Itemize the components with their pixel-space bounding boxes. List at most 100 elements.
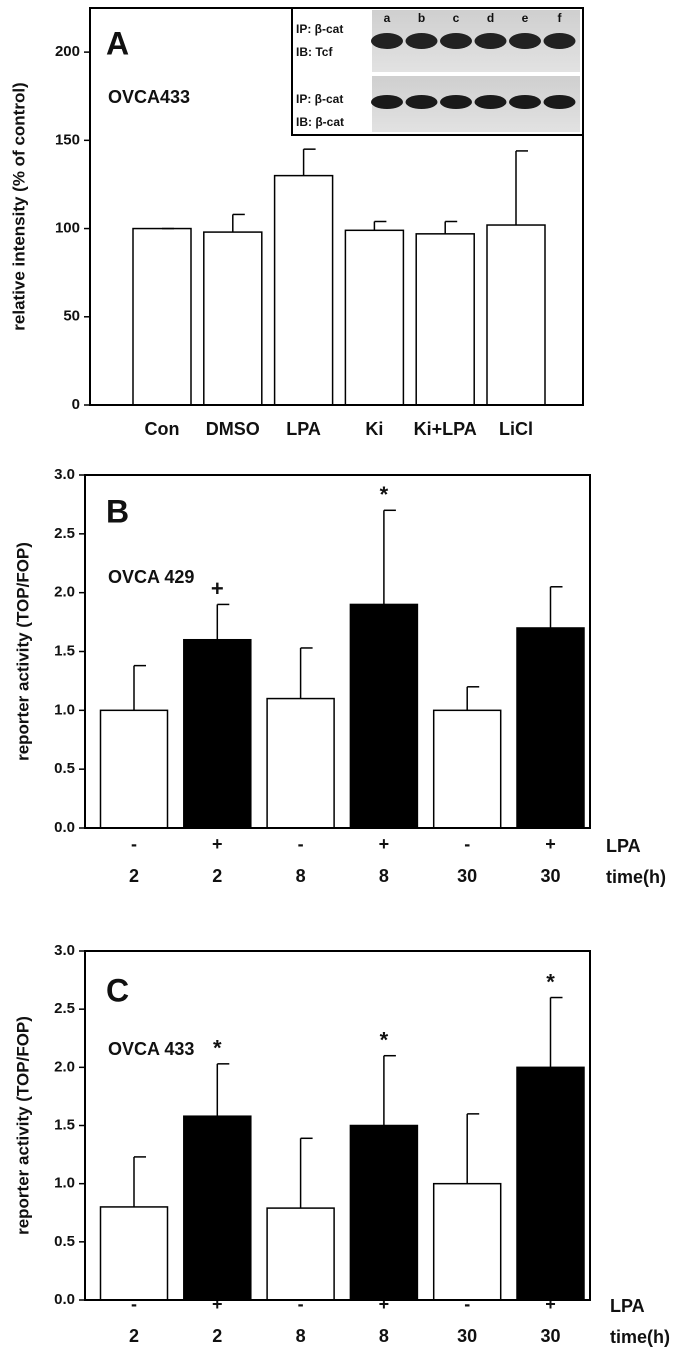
y-tick-label: 2.0 xyxy=(54,1058,75,1075)
y-tick-label: 2.5 xyxy=(54,1000,75,1017)
y-tick-label: 0 xyxy=(72,396,80,413)
x-tick-label: - xyxy=(131,1294,137,1314)
y-axis-label: reporter activity (TOP/FOP) xyxy=(13,1016,32,1235)
blot-band xyxy=(543,95,576,109)
bar xyxy=(516,627,585,829)
y-axis-label: relative intensity (% of control) xyxy=(9,82,28,330)
y-tick-label: 50 xyxy=(63,308,80,325)
bar xyxy=(183,1115,252,1301)
bar xyxy=(99,709,169,829)
bar xyxy=(432,1182,502,1301)
bar xyxy=(486,224,546,406)
x-tick-label-time: 30 xyxy=(540,1326,560,1346)
annotation: * xyxy=(380,482,389,507)
y-tick-label: 1.0 xyxy=(54,701,75,718)
bar xyxy=(132,227,192,406)
bar xyxy=(432,709,502,829)
x-tick-label-time: 2 xyxy=(212,866,222,886)
x-tick-label: - xyxy=(298,834,304,854)
y-tick-label: 1.5 xyxy=(54,1116,75,1133)
lane-label: a xyxy=(384,11,391,25)
x-tick-label: + xyxy=(212,1294,223,1314)
blot-band xyxy=(440,95,472,109)
x-tick-label: + xyxy=(545,1294,556,1314)
x-tick-label: Ki+LPA xyxy=(414,419,477,439)
blot-band xyxy=(405,33,438,49)
x-tick-label: LiCl xyxy=(499,419,533,439)
lane-label: e xyxy=(522,11,529,25)
y-axis-label: reporter activity (TOP/FOP) xyxy=(13,542,32,761)
x-tick-label: Con xyxy=(145,419,180,439)
blot-band xyxy=(509,33,541,49)
row-label: LPA xyxy=(610,1296,645,1316)
annotation: * xyxy=(546,969,555,994)
cell-line: OVCA 429 xyxy=(108,567,194,587)
bar xyxy=(344,229,405,406)
bar xyxy=(266,697,335,829)
lane-label: f xyxy=(558,11,563,25)
x-tick-label: - xyxy=(464,834,470,854)
annotation: + xyxy=(211,576,224,601)
x-tick-label-time: 8 xyxy=(296,1326,306,1346)
x-tick-label: DMSO xyxy=(206,419,260,439)
x-tick-label-time: 2 xyxy=(212,1326,222,1346)
bar xyxy=(516,1066,585,1301)
x-tick-label-time: 8 xyxy=(379,866,389,886)
bar xyxy=(273,174,334,406)
plot-frame xyxy=(84,950,591,1301)
y-tick-label: 150 xyxy=(55,131,80,148)
bar xyxy=(349,603,419,829)
y-tick-label: 1.5 xyxy=(54,642,75,659)
y-tick-label: 0.5 xyxy=(54,1233,75,1250)
blot-band xyxy=(509,95,541,109)
bar xyxy=(203,231,263,406)
x-tick-label: - xyxy=(298,1294,304,1314)
y-tick-label: 0.0 xyxy=(54,1291,75,1308)
bar xyxy=(266,1207,335,1301)
bar xyxy=(183,638,252,829)
bar xyxy=(415,233,475,406)
x-tick-label-time: 2 xyxy=(129,866,139,886)
lane-label: b xyxy=(418,11,425,25)
blot-band xyxy=(371,33,403,49)
x-tick-label: + xyxy=(379,834,390,854)
bar xyxy=(99,1206,169,1301)
panel-letter: A xyxy=(106,25,129,61)
x-tick-label-time: 30 xyxy=(457,866,477,886)
x-tick-label: - xyxy=(131,834,137,854)
panel-letter: B xyxy=(106,493,129,529)
y-tick-label: 3.0 xyxy=(54,466,75,483)
blot-band xyxy=(371,95,403,109)
y-tick-label: 1.0 xyxy=(54,1175,75,1192)
y-tick-label: 0.0 xyxy=(54,819,75,836)
panel-letter: C xyxy=(106,972,129,1008)
x-tick-label: + xyxy=(212,834,223,854)
cell-line: OVCA 433 xyxy=(108,1039,194,1059)
lane-label: d xyxy=(487,11,494,25)
y-tick-label: 0.5 xyxy=(54,760,75,777)
blot-band xyxy=(474,33,507,49)
blot-label: IB: β-cat xyxy=(296,115,344,129)
x-tick-label: Ki xyxy=(365,419,383,439)
cell-line: OVCA433 xyxy=(108,87,190,107)
y-tick-label: 2.5 xyxy=(54,525,75,542)
blot-band xyxy=(405,95,438,109)
row-label: time(h) xyxy=(610,1327,670,1347)
x-tick-label: - xyxy=(464,1294,470,1314)
y-tick-label: 100 xyxy=(55,220,80,237)
blot-label: IP: β-cat xyxy=(296,92,343,106)
y-tick-label: 3.0 xyxy=(54,942,75,959)
x-tick-label: + xyxy=(545,834,556,854)
row-label: LPA xyxy=(606,836,641,856)
blot-band xyxy=(440,33,472,49)
x-tick-label: LPA xyxy=(286,419,321,439)
y-tick-label: 200 xyxy=(55,43,80,60)
annotation: * xyxy=(380,1028,389,1053)
blot-band xyxy=(474,95,507,109)
x-tick-label-time: 8 xyxy=(379,1326,389,1346)
x-tick-label-time: 2 xyxy=(129,1326,139,1346)
plot-frame xyxy=(84,474,591,829)
blot-label: IB: Tcf xyxy=(296,45,333,59)
blot-label: IP: β-cat xyxy=(296,22,343,36)
